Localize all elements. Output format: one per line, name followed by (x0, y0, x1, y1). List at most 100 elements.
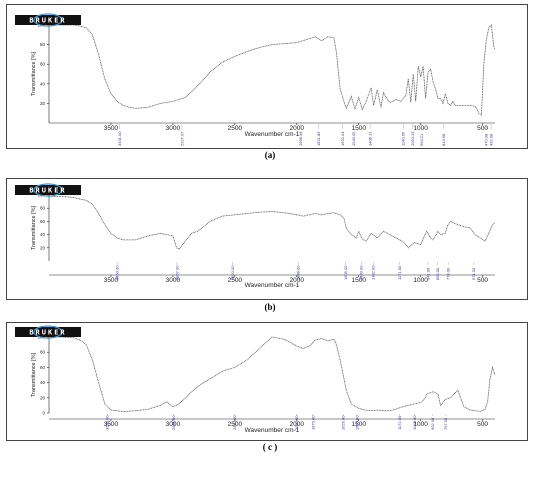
caption-a: (a) (264, 150, 276, 160)
x-tick-label: 3000 (166, 421, 181, 428)
y-axis-label: Transmittance [%] (31, 205, 37, 250)
y-tick-label: 60 (40, 219, 46, 224)
x-tick-label: 1000 (413, 277, 428, 284)
bruker-logo-icon: BRUKER (15, 325, 81, 339)
x-tick-label: 2000 (290, 125, 305, 132)
x-tick-label: 3500 (104, 421, 119, 428)
logo-bar (15, 15, 81, 25)
peak-label: 2967.00 (174, 265, 179, 280)
y-tick-label: 40 (40, 380, 46, 385)
peak-label: 1540.05 (351, 131, 356, 146)
y-tick-label: 0 (42, 411, 45, 416)
x-tick-label: 2500 (228, 421, 243, 428)
peak-label: 1171.00 (397, 265, 402, 280)
peak-label: 902.00 (430, 417, 435, 430)
peak-label: 1172.00 (397, 415, 402, 430)
x-tick-label: 3000 (166, 125, 181, 132)
x-tick-label: 1000 (413, 421, 428, 428)
x-axis-label: Wavenumber cm-1 (245, 282, 300, 289)
y-tick-label: 80 (40, 350, 46, 355)
peak-label: 1632.04 (340, 131, 345, 146)
peak-label: 797.00 (443, 417, 448, 430)
spectrum-chart-b: 20406080100Transmittance [%]350030002500… (15, 183, 496, 289)
peak-label: 1408.12 (368, 131, 373, 146)
peak-label: 994.21 (419, 133, 424, 146)
spectrum-line (49, 24, 496, 117)
y-tick-label: 40 (40, 81, 46, 86)
bruker-logo-icon: BRUKER (15, 183, 81, 197)
logo-bar (15, 185, 81, 195)
logo-ring (33, 183, 63, 197)
spectrum-panel-c: 020406080100Transmittance [%]35003000250… (6, 322, 528, 441)
peak-label: 2995.00 (171, 415, 176, 430)
y-tick-label: 80 (40, 42, 46, 47)
peak-label: 1064.13 (410, 131, 415, 146)
caption-c: ( c ) (262, 442, 278, 452)
x-tick-label: 500 (477, 277, 488, 284)
x-axis-label: Wavenumber cm-1 (245, 427, 300, 434)
logo-text: BRUKER (29, 17, 66, 25)
logo-text: BRUKER (29, 187, 66, 195)
y-tick-label: 80 (40, 206, 46, 211)
spectrum-chart-c: 020406080100Transmittance [%]35003000250… (15, 325, 496, 434)
x-tick-label: 2000 (290, 277, 305, 284)
x-tick-label: 2500 (228, 125, 243, 132)
peak-label: 432.08 (488, 133, 493, 146)
peak-label: 3431.00 (117, 131, 122, 146)
x-tick-label: 2000 (290, 421, 305, 428)
x-tick-label: 3500 (104, 125, 119, 132)
peak-label: 778.00 (446, 267, 451, 280)
caption-b: (b) (264, 302, 276, 312)
peak-label: 1988.00 (296, 265, 301, 280)
peak-label: 1048.00 (412, 415, 417, 430)
y-tick-label: 60 (40, 62, 46, 67)
y-tick-label: 40 (40, 232, 46, 237)
x-tick-label: 1000 (413, 125, 428, 132)
x-tick-label: 3000 (166, 277, 181, 284)
x-tick-label: 1500 (351, 277, 366, 284)
peak-label: 1626.00 (341, 415, 346, 430)
peak-label: 470.98 (484, 133, 489, 146)
peak-label: 1480.00 (359, 265, 364, 280)
bruker-logo-icon: BRUKER (15, 13, 81, 27)
peak-label: 1968.38 (298, 131, 303, 146)
spectrum-line (49, 195, 496, 250)
y-axis-label: Transmittance [%] (31, 51, 37, 96)
y-tick-label: 60 (40, 365, 46, 370)
peak-label: 1140.66 (401, 131, 406, 146)
y-tick-label: 20 (40, 245, 46, 250)
x-tick-label: 3500 (104, 277, 119, 284)
peak-label: 2520.00 (230, 265, 235, 280)
peak-label: 571.00 (471, 267, 476, 280)
peak-label: 2000.00 (294, 415, 299, 430)
peak-label: 3530.00 (105, 415, 110, 430)
x-tick-label: 2500 (228, 277, 243, 284)
spectrum-panel-a: 20406080100Transmittance [%]350030002500… (6, 4, 528, 149)
peak-label: 865.00 (435, 267, 440, 280)
peak-label: 1515.00 (354, 415, 359, 430)
peak-label: 1870.00 (310, 415, 315, 430)
peak-label: 2927.07 (179, 131, 184, 146)
x-tick-label: 500 (477, 421, 488, 428)
x-axis-label: Wavenumber cm-1 (245, 131, 300, 138)
spectrum-panel-b: 20406080100Transmittance [%]350030002500… (6, 178, 528, 300)
peak-label: 2500.00 (232, 415, 237, 430)
logo-ring (33, 325, 63, 339)
y-tick-label: 20 (40, 101, 46, 106)
logo-ring (33, 13, 63, 27)
x-tick-label: 500 (477, 125, 488, 132)
spectrum-chart-a: 20406080100Transmittance [%]350030002500… (15, 13, 496, 146)
peak-label: 1605.00 (343, 265, 348, 280)
peak-label: 3450.00 (115, 265, 120, 280)
x-tick-label: 1500 (351, 125, 366, 132)
y-tick-label: 20 (40, 395, 46, 400)
logo-bar (15, 327, 81, 337)
peak-label: 1821.86 (316, 131, 321, 146)
peak-label: 1382.00 (371, 265, 376, 280)
peak-label: 813.98 (441, 133, 446, 146)
spectrum-line (49, 336, 496, 412)
logo-text: BRUKER (29, 329, 66, 337)
y-axis-label: Transmittance [%] (31, 352, 37, 397)
x-tick-label: 1500 (351, 421, 366, 428)
peak-label: 941.00 (425, 267, 430, 280)
